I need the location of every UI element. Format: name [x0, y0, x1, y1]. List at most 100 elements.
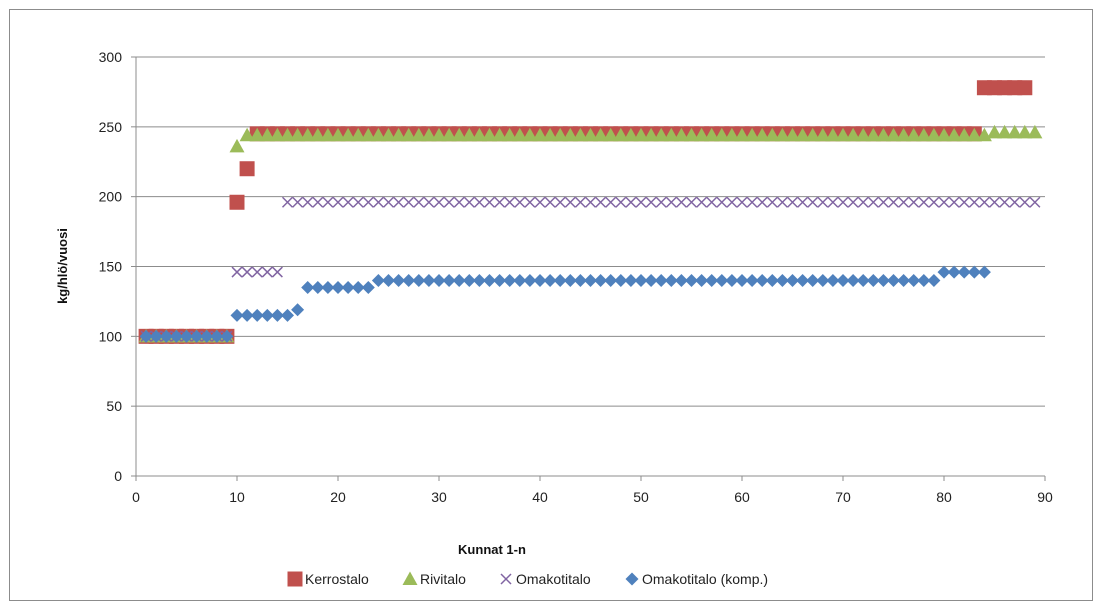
data-point — [966, 127, 982, 142]
data-point — [967, 265, 981, 279]
data-point — [907, 273, 921, 287]
data-point — [370, 127, 386, 142]
data-point — [615, 196, 627, 208]
data-point — [583, 127, 598, 142]
data-point — [543, 273, 557, 287]
data-point — [726, 196, 738, 208]
data-marks — [138, 80, 1043, 344]
data-point — [269, 127, 285, 142]
data-point — [956, 127, 972, 142]
data-point — [463, 196, 475, 208]
data-point — [826, 273, 840, 287]
x-tick-label: 30 — [431, 489, 447, 505]
data-point — [522, 127, 538, 142]
data-point — [422, 273, 436, 287]
legend-marker — [402, 571, 418, 585]
data-point — [564, 196, 576, 208]
data-point — [816, 273, 830, 287]
data-point — [1007, 124, 1023, 139]
data-point — [433, 196, 445, 208]
data-point — [471, 127, 487, 142]
data-point — [432, 273, 446, 287]
data-point — [311, 280, 325, 294]
data-point — [623, 127, 639, 142]
data-point — [875, 127, 891, 142]
data-point — [755, 273, 769, 287]
data-point — [908, 196, 920, 208]
data-point — [524, 196, 536, 208]
data-point — [504, 196, 516, 208]
data-point — [756, 196, 768, 208]
data-point — [797, 196, 809, 208]
data-point — [716, 196, 728, 208]
data-point — [754, 127, 770, 142]
x-tick-label: 10 — [229, 489, 245, 505]
data-point — [714, 127, 730, 142]
data-point — [906, 127, 922, 142]
data-point — [139, 329, 153, 343]
data-point — [845, 127, 861, 142]
data-point — [866, 273, 880, 287]
data-point — [898, 196, 910, 208]
data-point — [280, 127, 295, 142]
scatter-chart: 0 50 100 150 200 250 300 0 10 20 30 40 50 60 70 80 90 kg… — [55, 49, 1053, 587]
data-point — [361, 280, 375, 294]
y-tick-label: 50 — [106, 398, 122, 414]
data-point — [835, 127, 851, 142]
legend-item: Kerrostalo — [287, 571, 369, 587]
data-point — [200, 329, 214, 343]
data-point — [350, 127, 366, 142]
data-point — [865, 127, 881, 142]
data-point — [988, 196, 1001, 208]
legend-item: Omakotitalo (komp.) — [625, 571, 768, 587]
data-point — [423, 196, 435, 208]
data-point — [461, 127, 477, 142]
series-omakotitalo — [140, 196, 1041, 342]
data-point — [795, 127, 811, 142]
data-point — [413, 196, 425, 208]
data-point — [392, 273, 406, 287]
data-point — [441, 127, 457, 142]
x-tick-label: 40 — [532, 489, 548, 505]
legend: Kerrostalo Rivitalo Omakotitalo Omakotitalo… — [287, 571, 768, 587]
data-point — [837, 196, 849, 208]
data-point — [946, 127, 962, 142]
legend-label: Rivitalo — [420, 571, 466, 587]
data-point — [735, 273, 749, 287]
data-point — [249, 127, 265, 142]
data-point — [635, 196, 647, 208]
data-point — [341, 280, 355, 294]
data-point — [270, 308, 284, 322]
data-point — [705, 273, 719, 287]
legend-label: Omakotitalo — [516, 571, 591, 587]
data-point — [673, 127, 689, 142]
data-point — [483, 273, 496, 287]
data-point — [856, 273, 870, 287]
data-point — [281, 196, 294, 208]
series-kerrostalo — [138, 80, 1033, 344]
data-point — [230, 308, 244, 322]
data-point — [1019, 196, 1031, 208]
data-point — [493, 273, 507, 287]
data-point — [887, 273, 900, 287]
data-point — [492, 127, 508, 142]
data-point — [451, 127, 467, 142]
data-point — [595, 196, 607, 208]
data-point — [603, 127, 619, 142]
legend-label: Kerrostalo — [305, 571, 369, 587]
data-point — [746, 196, 758, 208]
data-point — [312, 196, 324, 208]
data-point — [999, 196, 1011, 208]
data-point — [330, 127, 346, 142]
data-point — [332, 196, 344, 208]
data-point — [765, 273, 779, 287]
data-point — [169, 329, 183, 343]
data-point — [897, 273, 911, 287]
data-point — [948, 196, 960, 208]
data-point — [1027, 124, 1043, 139]
data-point — [231, 266, 243, 278]
y-tick-label: 100 — [99, 328, 123, 344]
data-point — [190, 329, 204, 343]
data-point — [655, 196, 667, 208]
data-point — [220, 329, 234, 343]
